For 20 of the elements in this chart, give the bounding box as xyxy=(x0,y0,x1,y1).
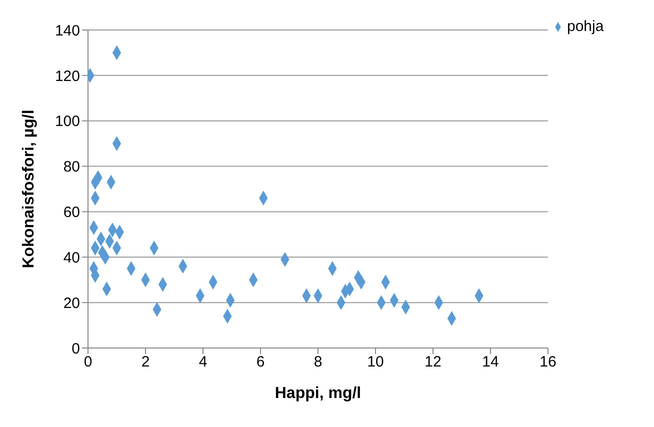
x-tick-label: 14 xyxy=(482,354,499,371)
x-tick-label: 2 xyxy=(141,354,150,371)
x-tick-label: 4 xyxy=(198,354,208,371)
y-tick-label: 60 xyxy=(63,204,80,222)
y-tick-label: 120 xyxy=(54,68,80,85)
x-tick-label: 12 xyxy=(424,354,442,371)
x-tick-label: 16 xyxy=(540,354,556,371)
y-tick-label: 0 xyxy=(72,340,80,358)
x-tick-label: 10 xyxy=(367,354,384,371)
y-tick-label: 140 xyxy=(54,22,80,40)
x-axis-title: Happi, mg/l xyxy=(274,385,362,402)
x-tick-label: 0 xyxy=(84,354,92,371)
y-tick-label: 40 xyxy=(63,249,80,266)
x-tick-label: 8 xyxy=(314,354,322,371)
x-tick-label: 6 xyxy=(256,354,265,371)
y-tick-label: 20 xyxy=(63,294,80,312)
legend-label: pohja xyxy=(567,18,604,35)
y-tick-label: 80 xyxy=(63,158,80,176)
y-tick-label: 100 xyxy=(54,113,80,130)
y-axis-title: Kokonaisfosfori, µg/l xyxy=(20,110,38,268)
